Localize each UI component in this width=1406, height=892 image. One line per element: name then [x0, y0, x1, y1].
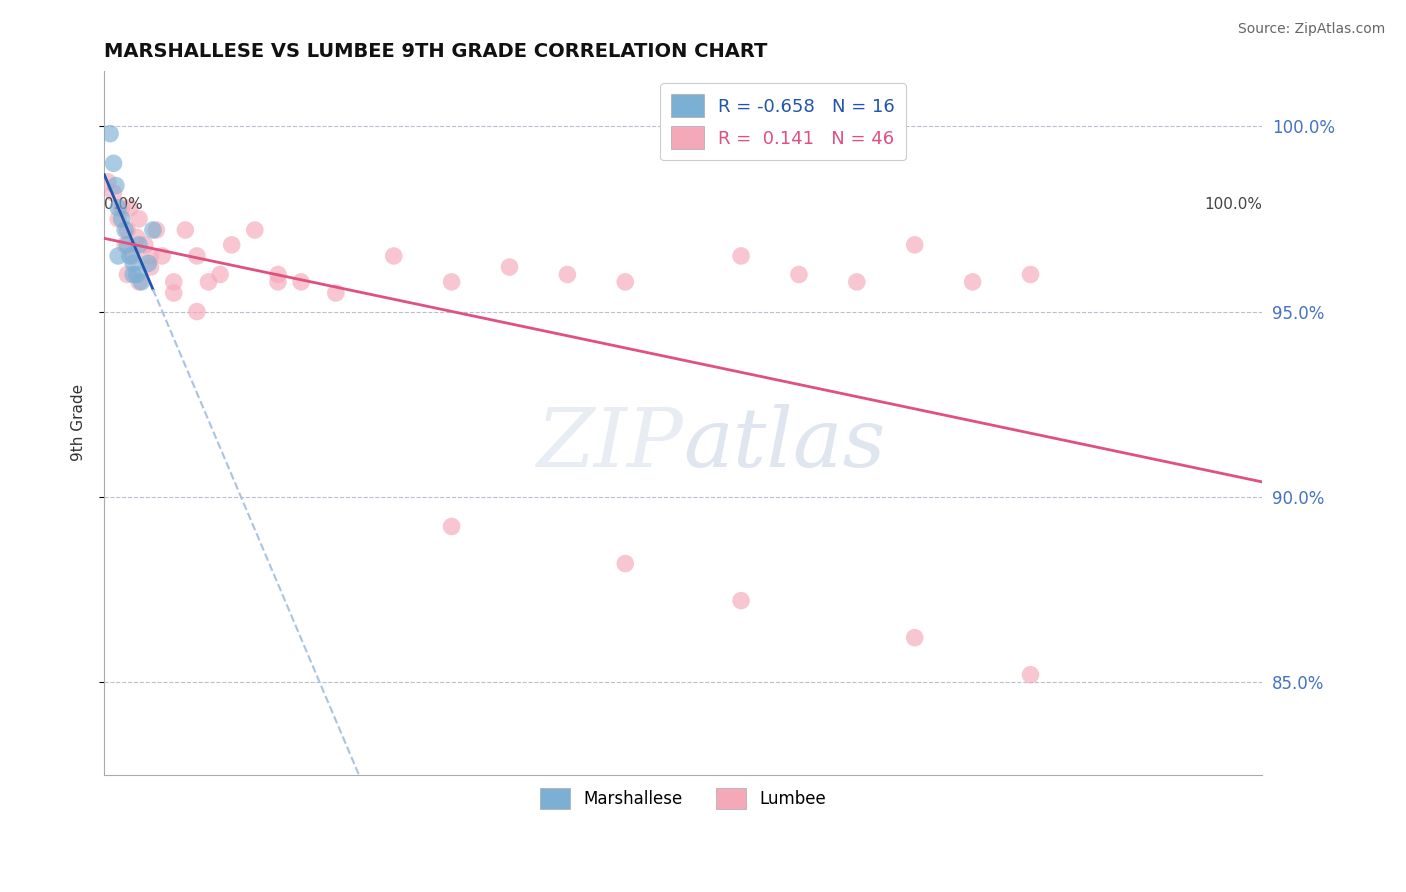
Point — [150, 249, 173, 263]
Point — [787, 268, 810, 282]
Point — [614, 275, 637, 289]
Legend: Marshallese, Lumbee: Marshallese, Lumbee — [533, 781, 832, 816]
Point — [325, 285, 347, 300]
Point — [243, 223, 266, 237]
Point — [128, 237, 150, 252]
Point — [730, 249, 752, 263]
Point — [103, 156, 125, 170]
Text: MARSHALLESE VS LUMBEE 9TH GRADE CORRELATION CHART: MARSHALLESE VS LUMBEE 9TH GRADE CORRELAT… — [104, 42, 768, 61]
Point — [114, 223, 136, 237]
Point — [134, 237, 156, 252]
Point — [111, 211, 134, 226]
Point — [962, 275, 984, 289]
Point — [498, 260, 520, 274]
Point — [163, 285, 186, 300]
Text: 100.0%: 100.0% — [1204, 197, 1263, 212]
Point — [139, 260, 162, 274]
Point — [904, 631, 927, 645]
Y-axis label: 9th Grade: 9th Grade — [72, 384, 86, 461]
Text: ZIP: ZIP — [536, 404, 683, 483]
Point — [440, 275, 463, 289]
Point — [107, 211, 129, 226]
Point — [118, 201, 141, 215]
Point — [174, 223, 197, 237]
Point — [1019, 667, 1042, 681]
Point — [98, 127, 121, 141]
Point — [118, 249, 141, 263]
Text: atlas: atlas — [683, 404, 886, 483]
Point — [111, 201, 134, 215]
Point — [107, 249, 129, 263]
Point — [221, 237, 243, 252]
Text: Source: ZipAtlas.com: Source: ZipAtlas.com — [1237, 22, 1385, 37]
Text: 0.0%: 0.0% — [104, 197, 143, 212]
Point — [128, 275, 150, 289]
Point — [145, 223, 167, 237]
Point — [136, 256, 159, 270]
Point — [382, 249, 405, 263]
Point — [114, 237, 136, 252]
Point — [117, 268, 139, 282]
Point — [267, 275, 290, 289]
Point — [614, 557, 637, 571]
Point — [845, 275, 868, 289]
Point — [163, 275, 186, 289]
Point — [104, 178, 127, 193]
Point — [128, 211, 150, 226]
Point — [267, 268, 290, 282]
Point — [730, 593, 752, 607]
Point — [125, 268, 148, 282]
Point — [122, 256, 145, 270]
Point — [107, 201, 129, 215]
Point — [142, 223, 165, 237]
Point — [139, 249, 162, 263]
Point — [125, 230, 148, 244]
Point — [186, 304, 208, 318]
Point — [122, 249, 145, 263]
Point — [122, 268, 145, 282]
Point — [117, 237, 139, 252]
Point — [904, 237, 927, 252]
Point — [1019, 268, 1042, 282]
Point — [440, 519, 463, 533]
Point — [557, 268, 579, 282]
Point — [197, 275, 219, 289]
Point — [209, 268, 232, 282]
Point — [131, 275, 153, 289]
Point — [103, 186, 125, 200]
Point — [117, 223, 139, 237]
Point — [97, 175, 120, 189]
Point — [290, 275, 312, 289]
Point — [186, 249, 208, 263]
